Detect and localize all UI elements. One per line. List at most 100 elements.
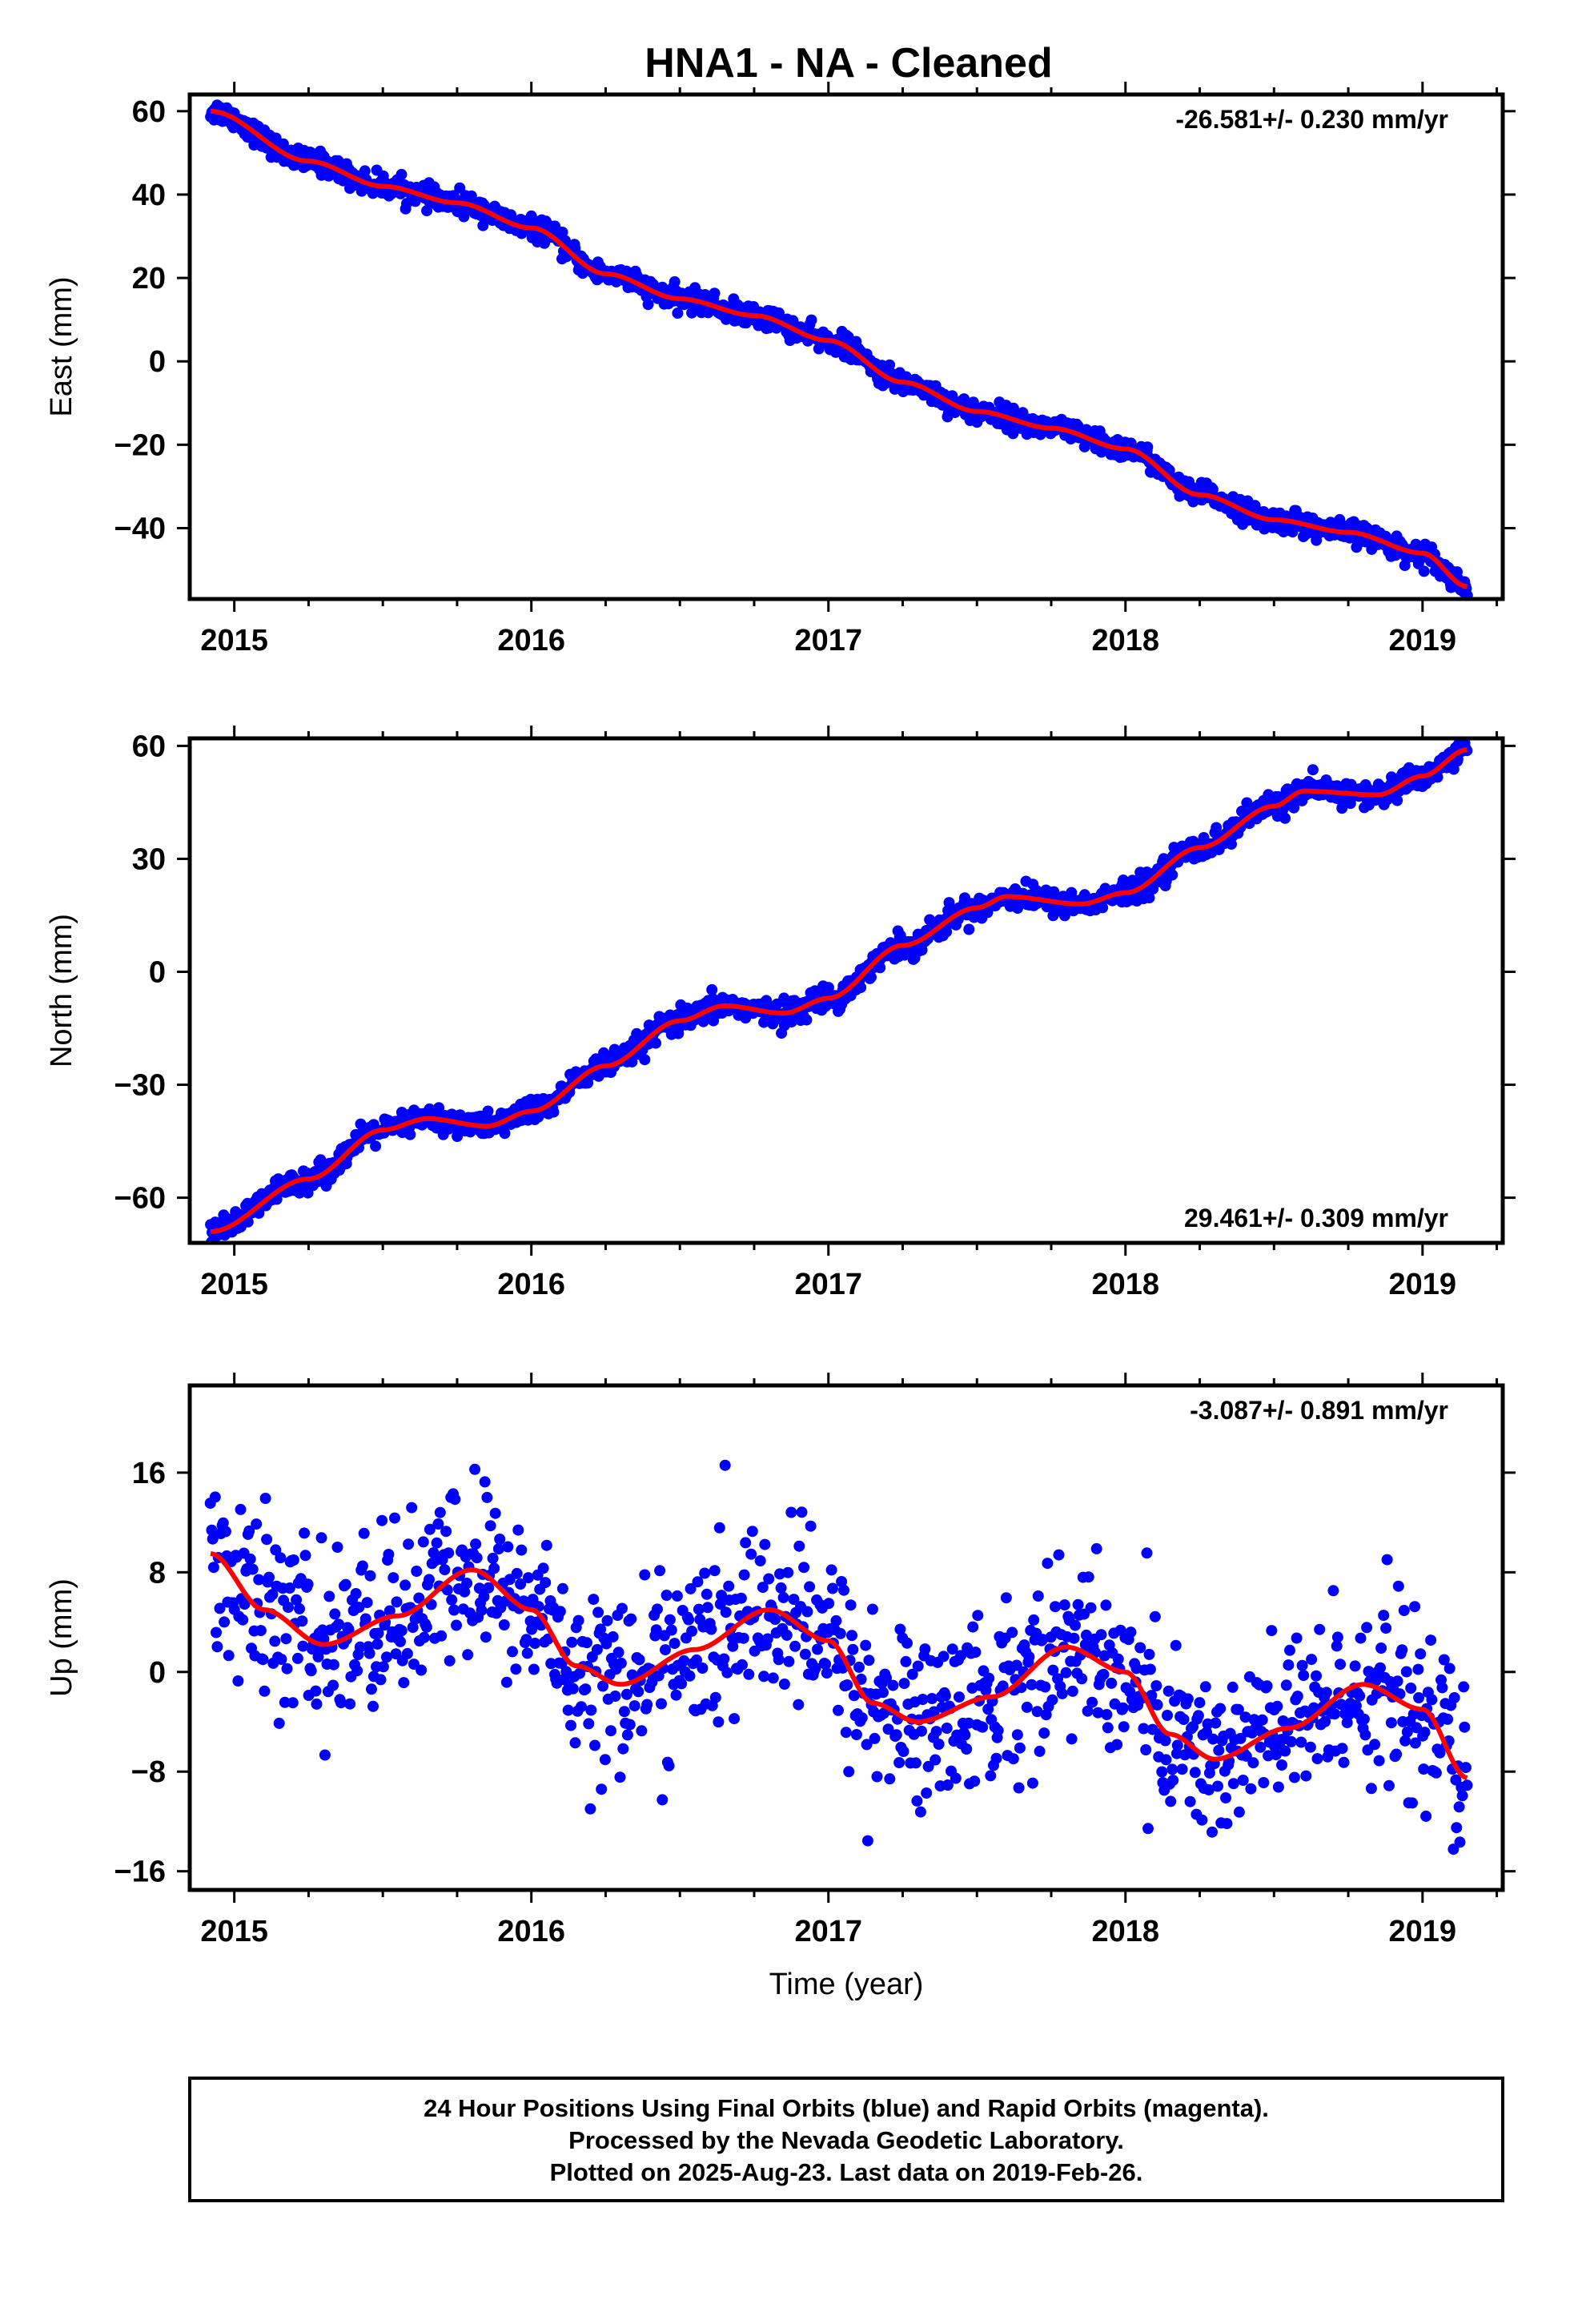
data-point xyxy=(1381,1554,1393,1566)
data-point xyxy=(219,1616,231,1628)
data-point xyxy=(239,1598,251,1610)
data-point xyxy=(297,1640,309,1652)
data-point xyxy=(1006,1626,1018,1638)
data-point xyxy=(799,1648,811,1660)
data-point xyxy=(928,1706,940,1718)
data-point xyxy=(1409,1601,1421,1613)
data-point xyxy=(1058,1599,1070,1611)
y-tick-label: −8 xyxy=(131,1755,166,1789)
data-point xyxy=(1166,1763,1178,1775)
data-point xyxy=(259,1493,271,1504)
data-point xyxy=(746,1526,758,1538)
data-point xyxy=(1291,1691,1303,1703)
data-point xyxy=(970,1647,982,1659)
data-point xyxy=(1192,1710,1204,1722)
data-point xyxy=(871,1771,883,1783)
data-point xyxy=(972,1610,984,1622)
data-point xyxy=(404,1128,416,1140)
data-point xyxy=(291,1594,303,1606)
data-point xyxy=(366,1683,377,1695)
data-point xyxy=(820,1659,832,1671)
data-point xyxy=(583,1718,595,1730)
data-point xyxy=(1240,1750,1252,1762)
data-point xyxy=(287,1554,299,1566)
data-point xyxy=(1280,1679,1292,1691)
data-point xyxy=(1138,1723,1150,1735)
data-point xyxy=(406,1502,418,1514)
data-point xyxy=(1026,1679,1038,1691)
data-point xyxy=(562,1704,574,1716)
data-point xyxy=(343,1623,355,1635)
data-point xyxy=(860,1639,872,1651)
data-point xyxy=(1295,1736,1307,1748)
data-point xyxy=(1026,1777,1038,1789)
data-point xyxy=(356,1560,368,1572)
data-point xyxy=(1458,1681,1470,1693)
data-point xyxy=(1266,1625,1278,1637)
data-point xyxy=(992,1724,1004,1736)
data-point xyxy=(1412,1663,1424,1675)
data-point xyxy=(310,1685,322,1697)
data-point xyxy=(401,1647,413,1659)
data-point xyxy=(319,1749,331,1761)
data-point xyxy=(592,1606,604,1618)
data-point xyxy=(1070,1619,1081,1631)
y-tick-label: −40 xyxy=(114,512,166,545)
data-point xyxy=(1361,1622,1373,1634)
data-point xyxy=(1261,1680,1273,1692)
data-point xyxy=(1418,565,1430,577)
data-point xyxy=(576,1701,587,1713)
data-point xyxy=(461,1578,473,1589)
data-point xyxy=(354,1641,366,1653)
data-point xyxy=(1232,1703,1244,1715)
data-point xyxy=(599,1754,611,1766)
data-point xyxy=(211,1641,223,1653)
data-point xyxy=(548,1106,560,1118)
data-point xyxy=(556,1582,568,1594)
data-point xyxy=(1451,1822,1463,1834)
data-point xyxy=(1021,1701,1033,1713)
data-point xyxy=(331,1542,343,1553)
data-point xyxy=(454,182,466,194)
data-point xyxy=(847,1643,859,1655)
data-point xyxy=(1370,1675,1382,1687)
y-tick-label: 0 xyxy=(149,955,166,989)
data-point xyxy=(488,1562,500,1574)
data-point xyxy=(581,1637,592,1649)
data-point xyxy=(671,1590,683,1602)
data-point xyxy=(997,1680,1009,1692)
data-point xyxy=(567,1683,579,1695)
data-point xyxy=(789,1640,801,1652)
data-point xyxy=(1369,1739,1381,1751)
data-point xyxy=(822,982,834,994)
data-point xyxy=(1418,1763,1430,1775)
data-point xyxy=(617,1743,629,1755)
data-point xyxy=(481,1491,493,1503)
data-point xyxy=(263,1571,275,1583)
data-point xyxy=(1442,1713,1454,1725)
data-point xyxy=(639,1054,651,1066)
data-point xyxy=(1456,1790,1468,1802)
data-point xyxy=(914,1806,926,1818)
data-point xyxy=(1270,1749,1282,1761)
data-point xyxy=(1066,1685,1078,1697)
data-point xyxy=(922,1760,934,1772)
data-point xyxy=(273,1717,285,1729)
data-point xyxy=(759,1538,771,1550)
data-point xyxy=(540,1577,552,1589)
data-point xyxy=(1396,1644,1408,1656)
data-point xyxy=(607,1630,619,1642)
data-point xyxy=(364,1570,376,1582)
data-point xyxy=(1329,1708,1341,1720)
data-point xyxy=(520,1634,532,1646)
y-tick-label: 20 xyxy=(132,262,166,296)
data-point xyxy=(769,1614,781,1625)
data-point xyxy=(1454,1836,1466,1848)
data-point xyxy=(626,1055,638,1068)
data-point xyxy=(1247,1757,1259,1769)
data-point xyxy=(1080,1629,1092,1641)
data-point xyxy=(963,923,975,935)
data-point xyxy=(529,1638,541,1649)
data-point xyxy=(469,1463,481,1475)
data-point xyxy=(1460,1762,1472,1774)
